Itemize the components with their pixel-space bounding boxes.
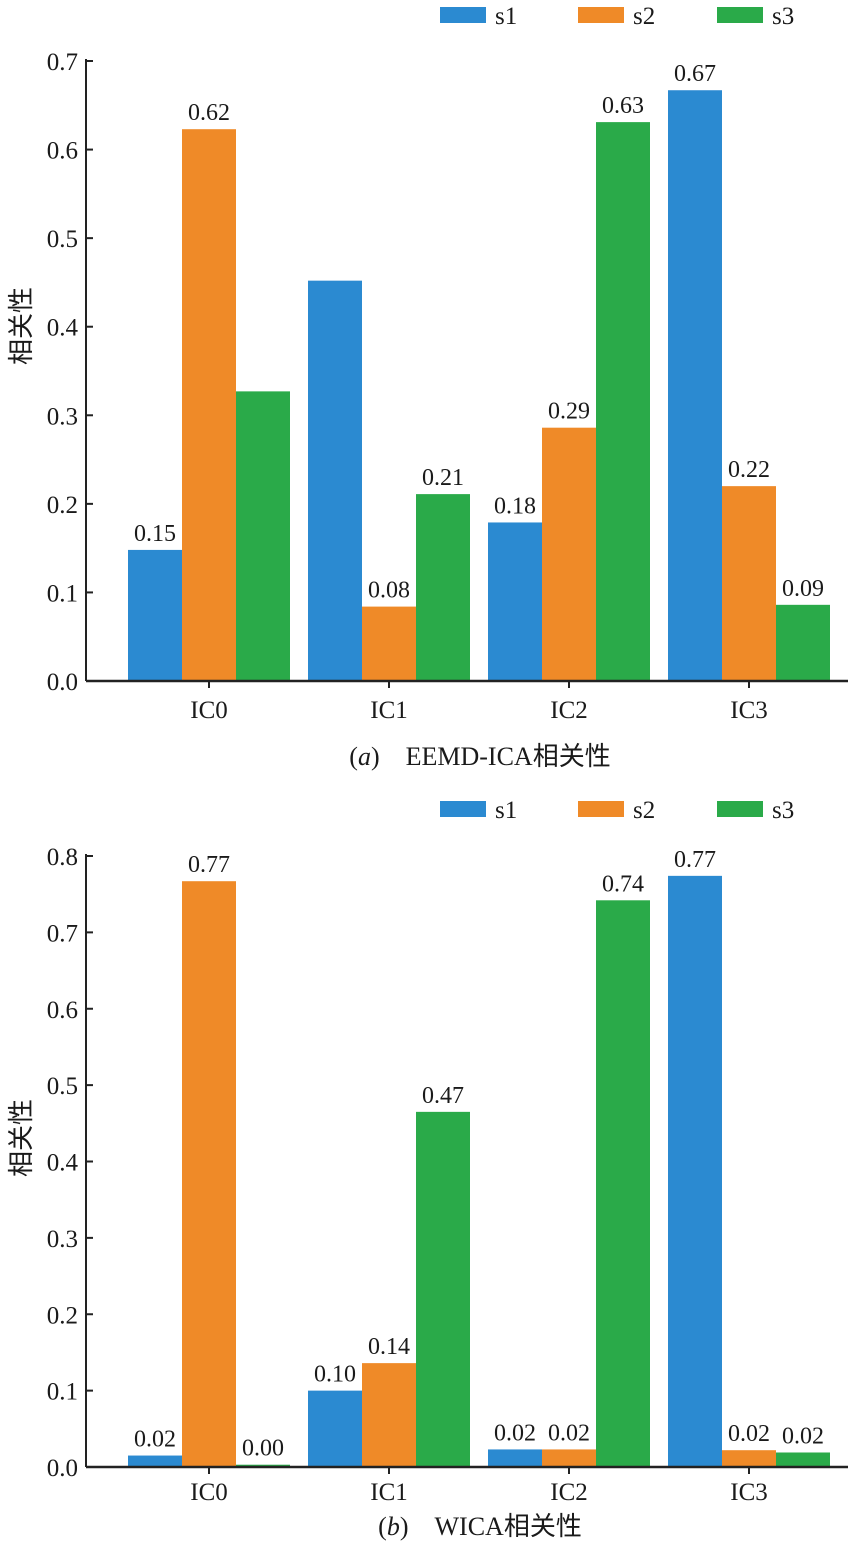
data-label-IC1-s1: 0.10 — [314, 1362, 356, 1388]
legend-swatch-s2 — [578, 7, 624, 23]
x-tick-label-IC3: IC3 — [730, 697, 768, 724]
bar-IC0-s3 — [236, 391, 290, 681]
data-label-IC3-s1: 0.77 — [674, 847, 716, 873]
bar-IC2-s1 — [488, 1449, 542, 1467]
x-tick-label-IC1: IC1 — [370, 697, 408, 724]
bar-IC2-s3 — [596, 900, 650, 1467]
legend-swatch-s1 — [440, 801, 486, 817]
bar-IC3-s1 — [668, 90, 722, 681]
data-label-IC2-s2: 0.29 — [548, 399, 590, 425]
bar-IC1-s2 — [362, 606, 416, 681]
legend-label-s1: s1 — [495, 3, 517, 30]
data-label-IC2-s2: 0.02 — [548, 1420, 590, 1446]
bar-IC1-s3 — [416, 1111, 470, 1467]
chart-panel-b: s1 s2 s3 0.0 0.1 0.2 0.3 0.4 0.5 0.6 0.7 0.8 相关性 0.02… — [7, 797, 848, 1541]
y-tick-label: 0.3 — [47, 403, 78, 430]
chart-panel-a: s1 s2 s3 0.0 0.1 0.2 0.3 0.4 0.5 0.6 0.7 相关性 0.15 0.6… — [7, 3, 848, 771]
bar-IC1-s3 — [416, 494, 470, 681]
data-label-IC1-s3: 0.21 — [422, 465, 464, 491]
y-tick-label: 0.5 — [47, 1073, 78, 1100]
legend-label-s3: s3 — [772, 797, 794, 824]
y-tick-label: 0.8 — [47, 844, 78, 871]
panel-caption: (a) EEMD-ICA相关性 — [349, 742, 610, 771]
data-label-IC3-s2: 0.22 — [728, 457, 770, 483]
x-tick-label-IC2: IC2 — [550, 1479, 588, 1506]
x-tick-label-IC1: IC1 — [370, 1479, 408, 1506]
data-label-IC0-s3: 0.00 — [242, 1436, 284, 1462]
bar-IC1-s2 — [362, 1363, 416, 1467]
y-tick-label: 0.3 — [47, 1226, 78, 1253]
data-label-IC3-s2: 0.02 — [728, 1421, 770, 1447]
bar-IC3-s1 — [668, 875, 722, 1467]
x-tick-label-IC0: IC0 — [190, 1479, 228, 1506]
y-tick-label: 0.2 — [47, 492, 78, 519]
bar-IC3-s3 — [776, 604, 830, 681]
legend-swatch-s2 — [578, 801, 624, 817]
bar-IC1-s1 — [308, 280, 362, 681]
legend-swatch-s1 — [440, 7, 486, 23]
legend-swatch-s3 — [717, 801, 763, 817]
data-label-IC0-s1: 0.02 — [134, 1427, 176, 1453]
x-tick-label-IC0: IC0 — [190, 697, 228, 724]
bar-IC0-s2 — [182, 129, 236, 681]
y-tick-label: 0.5 — [47, 226, 78, 253]
data-label-IC0-s1: 0.15 — [134, 521, 176, 547]
y-tick-label: 0.4 — [47, 315, 79, 342]
legend-label-s1: s1 — [495, 797, 517, 824]
data-label-IC0-s2: 0.77 — [188, 852, 230, 878]
bar-IC0-s1 — [128, 1455, 182, 1467]
data-label-IC2-s3: 0.63 — [602, 93, 644, 119]
data-label-IC3-s3: 0.02 — [782, 1423, 824, 1449]
bar-IC3-s2 — [722, 486, 776, 681]
data-label-IC3-s1: 0.67 — [674, 61, 716, 87]
bar-IC0-s1 — [128, 549, 182, 681]
bar-IC3-s2 — [722, 1450, 776, 1467]
bar-IC3-s3 — [776, 1452, 830, 1467]
y-tick-label: 0.7 — [47, 49, 78, 76]
data-label-IC2-s1: 0.18 — [494, 493, 536, 519]
x-tick-label-IC2: IC2 — [550, 697, 588, 724]
bar-IC1-s1 — [308, 1390, 362, 1467]
legend-label-s3: s3 — [772, 3, 794, 30]
y-axis-label: 相关性 — [7, 1099, 36, 1177]
data-label-IC2-s1: 0.02 — [494, 1420, 536, 1446]
y-tick-label: 0.6 — [47, 138, 78, 165]
data-label-IC1-s2: 0.08 — [368, 578, 410, 604]
data-label-IC0-s2: 0.62 — [188, 100, 230, 126]
data-label-IC1-s3: 0.47 — [422, 1083, 464, 1109]
x-tick-label-IC3: IC3 — [730, 1479, 768, 1506]
data-label-IC1-s2: 0.14 — [368, 1334, 410, 1360]
y-tick-label: 0.0 — [47, 1455, 78, 1482]
y-axis-label: 相关性 — [7, 287, 36, 365]
y-tick-label: 0.0 — [47, 669, 78, 696]
y-tick-label: 0.1 — [47, 1379, 78, 1406]
y-tick-label: 0.4 — [47, 1150, 79, 1177]
y-tick-label: 0.2 — [47, 1302, 78, 1329]
y-tick-label: 0.1 — [47, 580, 78, 607]
bar-IC2-s2 — [542, 1449, 596, 1467]
panel-caption: (b) WICA相关性 — [378, 1512, 582, 1541]
bar-IC2-s3 — [596, 122, 650, 682]
legend-label-s2: s2 — [633, 3, 655, 30]
y-tick-label: 0.7 — [47, 920, 78, 947]
legend-label-s2: s2 — [633, 797, 655, 824]
data-label-IC3-s3: 0.09 — [782, 576, 824, 602]
y-tick-label: 0.6 — [47, 997, 78, 1024]
bar-IC2-s2 — [542, 427, 596, 681]
bar-IC2-s1 — [488, 522, 542, 681]
legend-swatch-s3 — [717, 7, 763, 23]
bar-IC0-s2 — [182, 881, 236, 1467]
data-label-IC2-s3: 0.74 — [602, 871, 644, 897]
